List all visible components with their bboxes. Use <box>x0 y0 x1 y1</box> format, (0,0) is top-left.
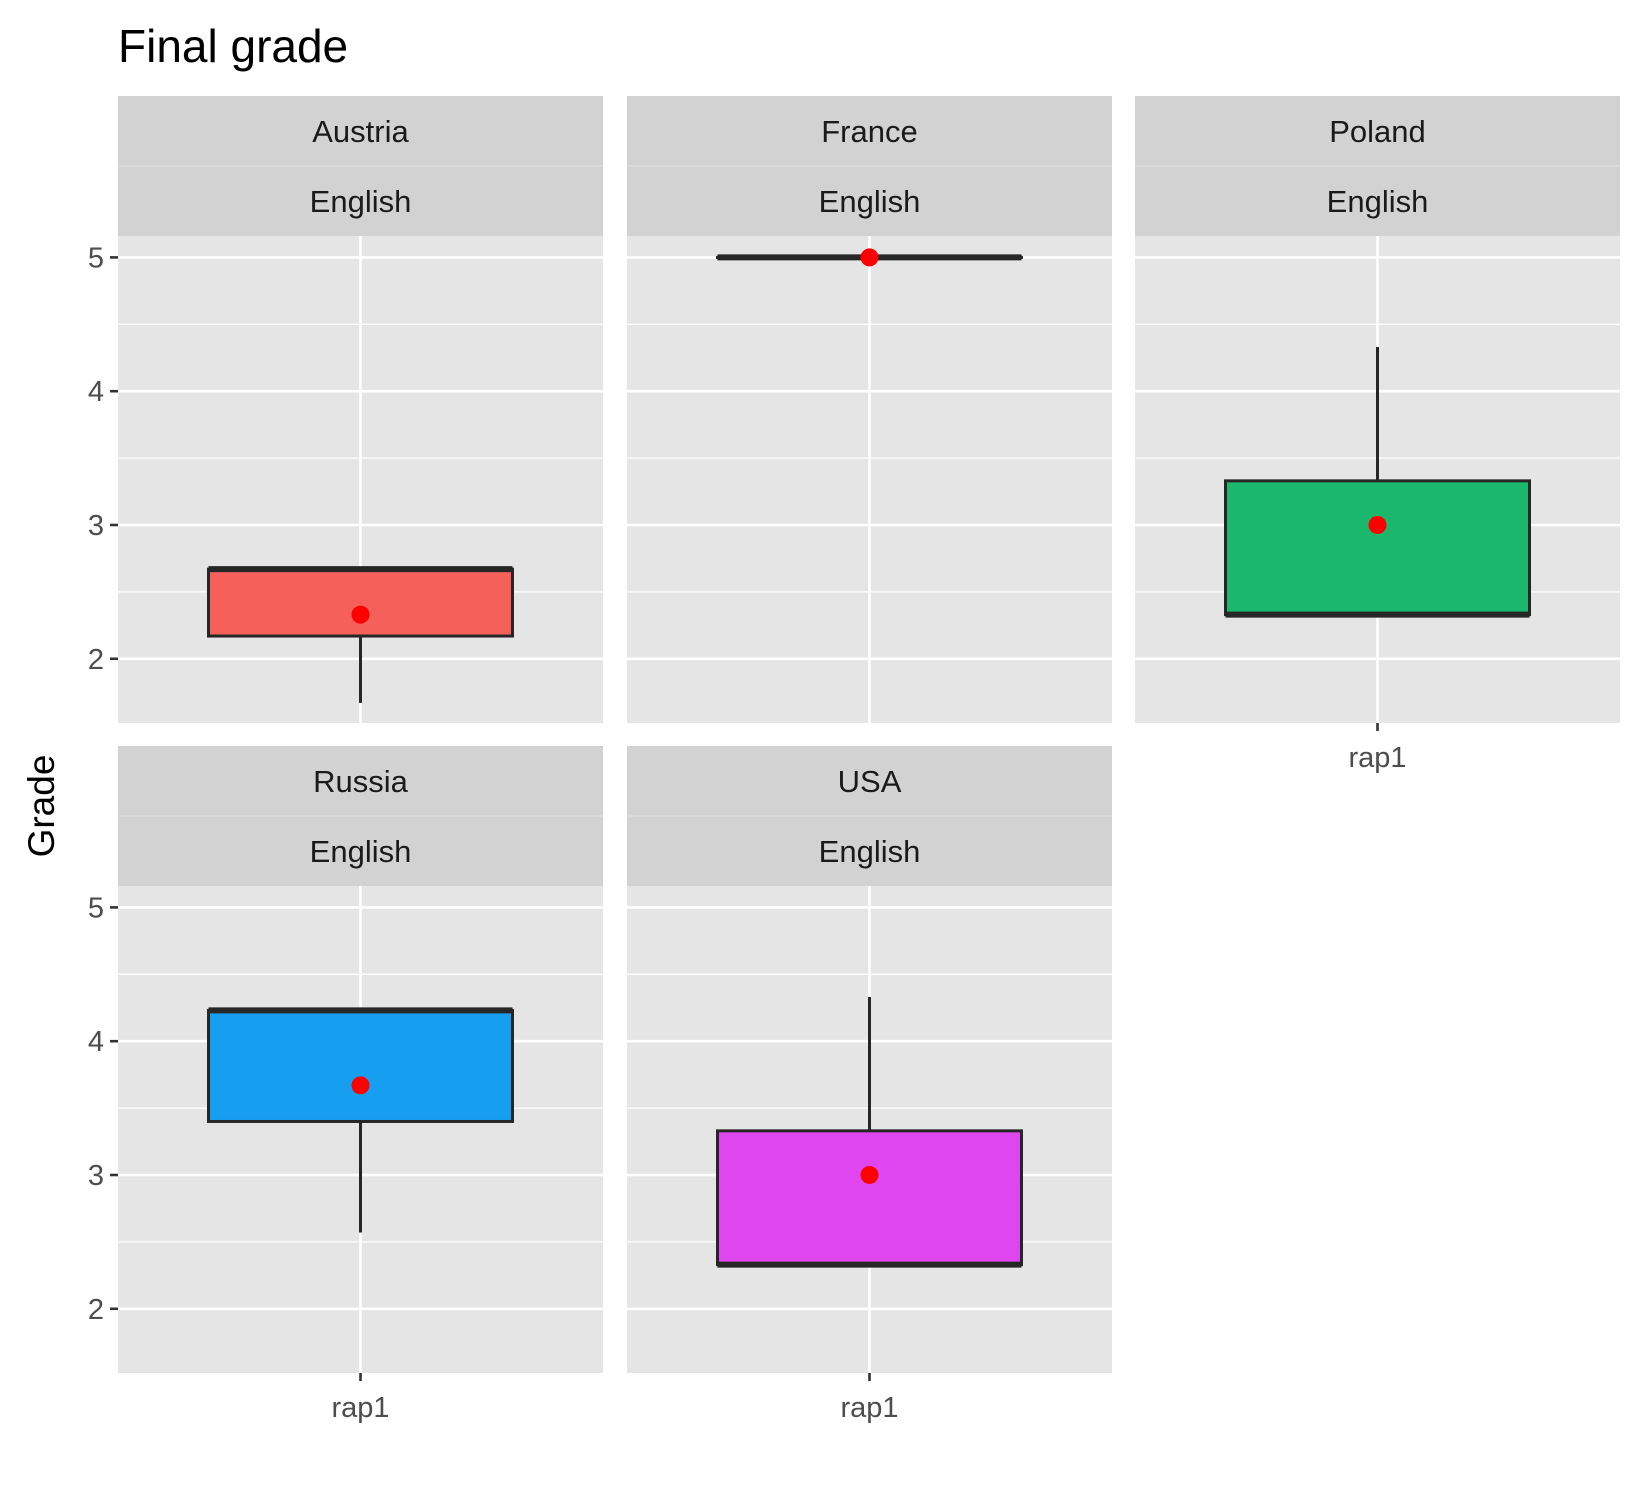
box-iqr <box>1224 479 1531 617</box>
strip-language-bg <box>627 816 1112 886</box>
y-tick-label: 5 <box>88 892 104 924</box>
strip-label-country: France <box>821 114 917 149</box>
box-iqr <box>716 1129 1023 1267</box>
strip-label-country: Russia <box>313 764 409 799</box>
y-tick-label: 3 <box>88 1160 104 1192</box>
strip-language-bg <box>627 166 1112 236</box>
mean-point <box>351 1076 370 1095</box>
strip-label-country: Poland <box>1329 114 1426 149</box>
strip-label-language: English <box>310 834 412 869</box>
mean-point <box>860 1165 879 1184</box>
strip-country-bg <box>118 96 603 166</box>
strip-label-language: English <box>819 184 921 219</box>
x-tick-label: rap1 <box>840 1392 898 1424</box>
y-tick-label: 3 <box>88 510 104 542</box>
facet-panels: Austria English 2 3 4 5 France English Poland Eng… <box>88 96 1620 1424</box>
chart-title: Final grade <box>118 20 348 72</box>
mean-point <box>860 248 879 267</box>
strip-country-bg <box>1135 96 1620 166</box>
strip-label-language: English <box>819 834 921 869</box>
facet-austria: Austria English 2 3 4 5 <box>88 96 603 723</box>
x-tick-label: rap1 <box>1348 742 1406 774</box>
strip-country-bg <box>627 96 1112 166</box>
strip-country-bg <box>118 746 603 816</box>
strip-label-country: Austria <box>312 114 409 149</box>
strip-label-language: English <box>1327 184 1429 219</box>
box-iqr <box>207 567 514 638</box>
y-tick-label: 2 <box>88 644 104 676</box>
strip-language-bg <box>118 816 603 886</box>
facet-usa: USA English rap1 <box>627 746 1112 1424</box>
y-tick-label: 4 <box>88 376 104 408</box>
strip-label-country: USA <box>838 764 902 799</box>
y-tick-label: 5 <box>88 242 104 274</box>
mean-point <box>351 605 370 624</box>
y-tick-label: 2 <box>88 1294 104 1326</box>
facet-france: France English <box>627 96 1112 723</box>
mean-point <box>1368 515 1387 534</box>
strip-language-bg <box>1135 166 1620 236</box>
strip-language-bg <box>118 166 603 236</box>
box-iqr <box>207 1008 514 1123</box>
facet-russia: Russia English 2 3 4 5 rap1 <box>88 746 603 1424</box>
x-tick-label: rap1 <box>331 1392 389 1424</box>
facet-poland: Poland English rap1 <box>1135 96 1620 774</box>
y-tick-label: 4 <box>88 1026 104 1058</box>
strip-country-bg <box>627 746 1112 816</box>
y-axis-title: Grade <box>21 755 62 858</box>
strip-label-language: English <box>310 184 412 219</box>
